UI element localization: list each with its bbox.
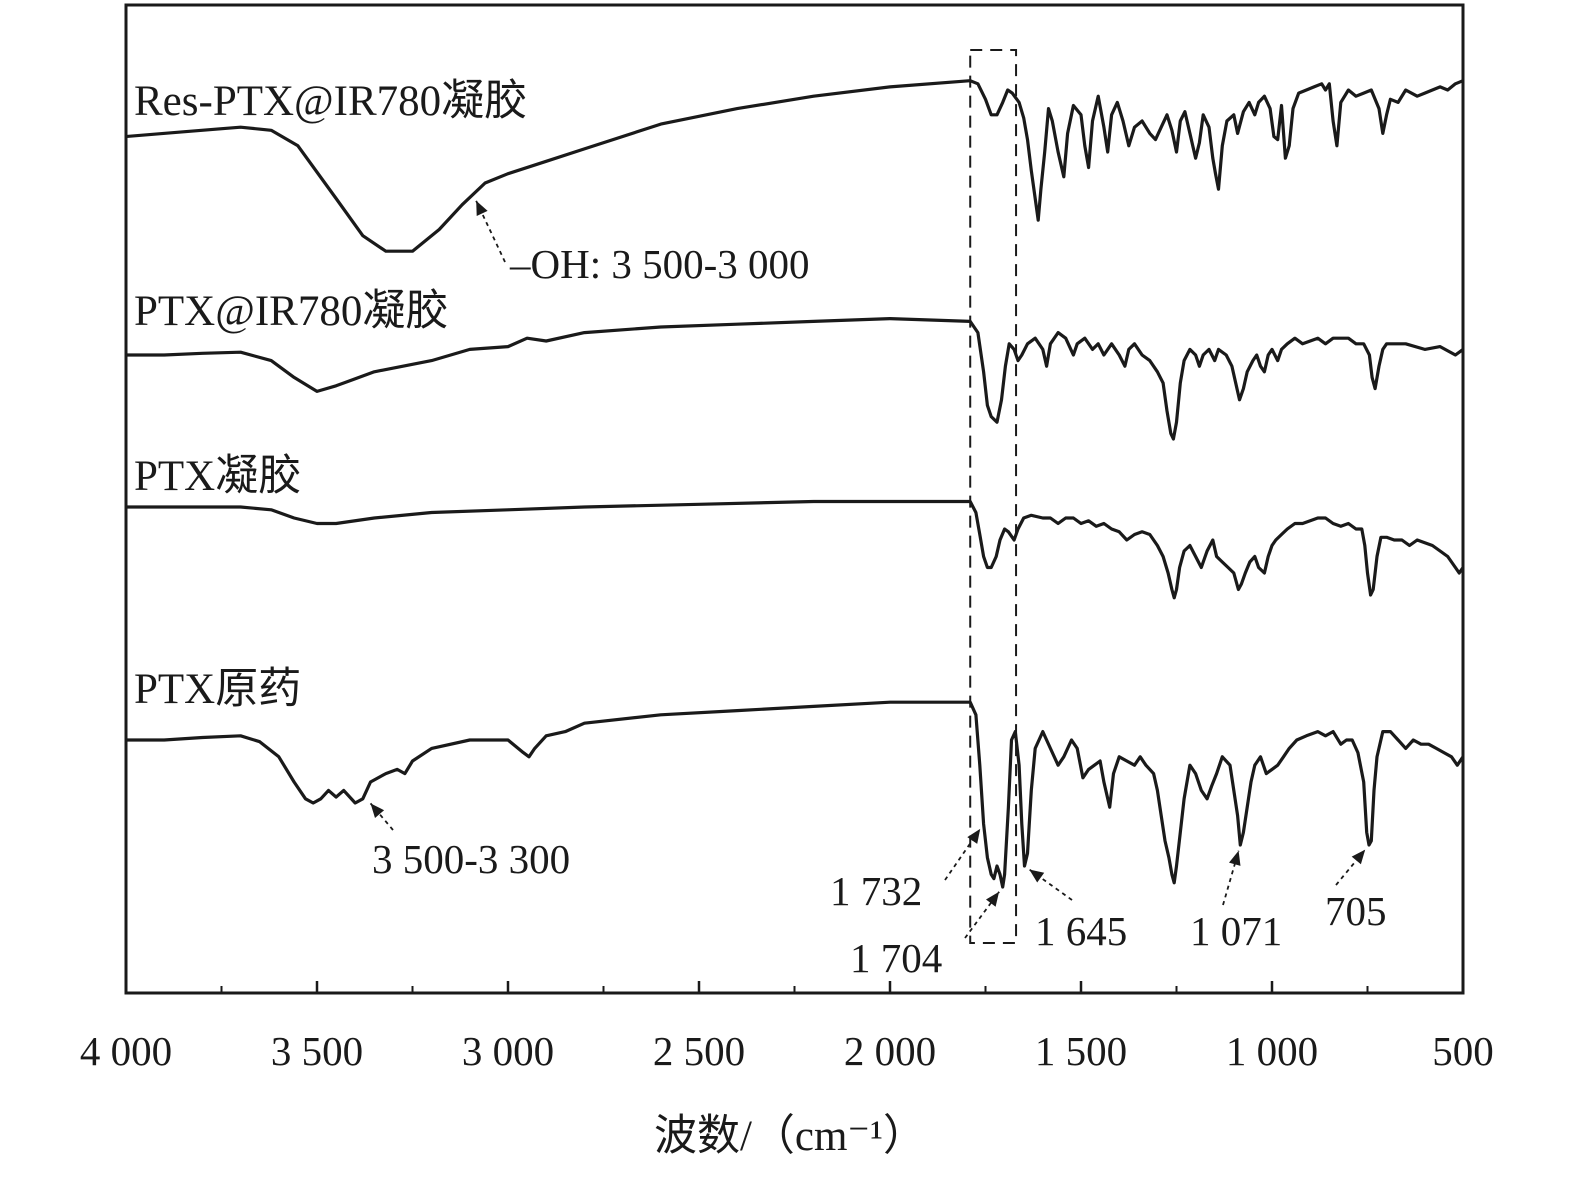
series-label: Res-PTX@IR780凝胶 xyxy=(134,77,527,125)
highlight-box-layer xyxy=(969,49,1018,944)
series-line xyxy=(126,499,1465,600)
annotation-arrow xyxy=(1222,850,1240,906)
series-layer xyxy=(125,79,1465,889)
x-tick-label: 1 500 xyxy=(1035,1028,1127,1074)
highlight-box xyxy=(969,49,1018,944)
x-tick-label: 2 500 xyxy=(653,1028,745,1074)
x-tick-label: 3 000 xyxy=(462,1028,554,1074)
annotation-arrowhead xyxy=(1351,849,1366,865)
annotation-label: 3 500-3 300 xyxy=(372,836,570,882)
annotation-arrowhead xyxy=(370,803,385,818)
annotation-label: 1 732 xyxy=(830,868,922,914)
annotation-arrow xyxy=(964,891,1000,939)
annotation-arrow xyxy=(369,802,394,831)
series-label-layer: Res-PTX@IR780凝胶 PTX@IR780凝胶 PTX凝胶 PTX原药 xyxy=(134,77,527,713)
annotation-label: –OH: 3 500-3 000 xyxy=(509,241,810,287)
series-label: PTX@IR780凝胶 xyxy=(134,287,448,335)
x-tick-label: 1 000 xyxy=(1226,1028,1318,1074)
x-tick-label: 500 xyxy=(1432,1028,1494,1074)
annotation-arrowhead xyxy=(1029,869,1045,883)
annotation-label: 1 704 xyxy=(850,935,942,981)
series-line xyxy=(126,700,1465,889)
series-label: PTX原药 xyxy=(134,666,301,713)
annotation-arrowhead xyxy=(1229,850,1241,866)
annotation-label: 1 645 xyxy=(1035,908,1127,954)
annotation-label: 705 xyxy=(1325,888,1387,934)
annotation-label: 1 071 xyxy=(1190,908,1282,954)
annotation-layer: –OH: 3 500-3 000 3 500-3 300 1 732 1 704 1 6… xyxy=(369,200,1387,981)
x-tick-label: 2 000 xyxy=(844,1028,936,1074)
plot-frame xyxy=(124,3,1465,995)
x-tick-label: 4 000 xyxy=(80,1028,172,1074)
x-axis-title: 波数/（cm⁻¹） xyxy=(654,1113,926,1160)
x-axis: 4 000 3 500 3 000 2 500 2 000 1 500 1 000 500 xyxy=(80,981,1494,1074)
series-line xyxy=(126,317,1464,441)
annotation-arrowhead xyxy=(476,200,488,216)
series-label: PTX凝胶 xyxy=(134,452,301,500)
x-tick-label: 3 500 xyxy=(271,1028,363,1074)
annotation-arrowhead xyxy=(986,891,1000,907)
series-line xyxy=(125,79,1464,253)
annotation-arrowhead xyxy=(967,828,981,844)
